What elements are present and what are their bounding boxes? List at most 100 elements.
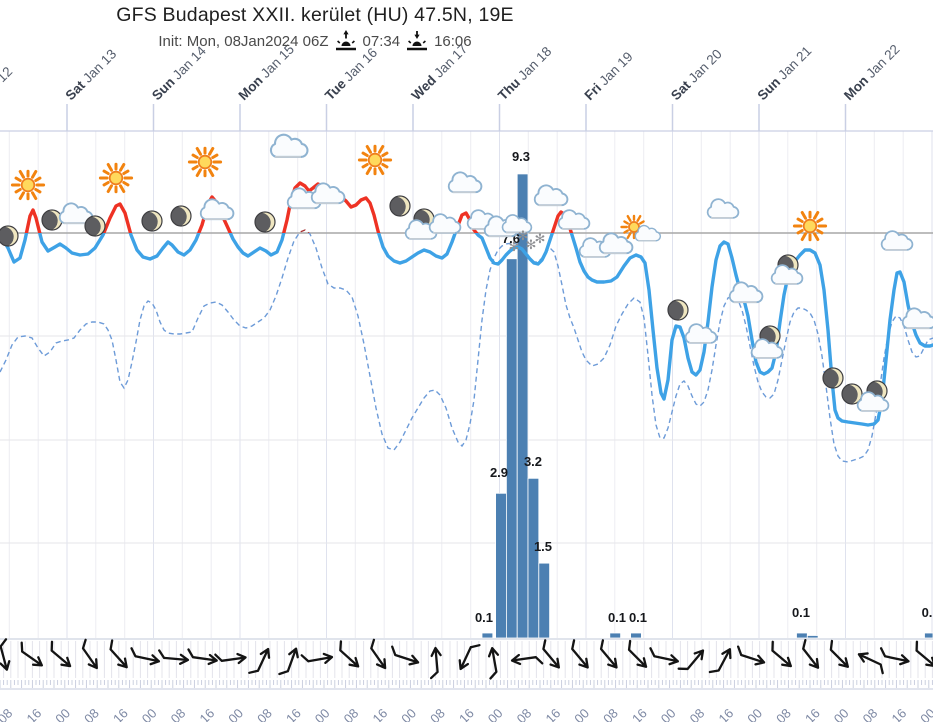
cloud-icon <box>199 198 235 221</box>
precip-value-label: 1.5 <box>534 539 552 554</box>
sun-icon <box>10 169 46 201</box>
day-label: Jan 12 <box>0 64 15 103</box>
wind-barb <box>20 641 43 667</box>
time-labels: 08 16 00 08 16 00 08 16 00 08 16 00 08 16 00 08 16 00 08 16… <box>0 706 933 722</box>
cloud-icon <box>557 209 591 230</box>
time-label: 08 <box>168 706 189 722</box>
precip-value-labels: 0.12.97.69.33.21.50.1 0.1 0.1 0. <box>475 149 932 625</box>
time-label: 16 <box>283 706 304 722</box>
cloud-icon <box>598 232 634 255</box>
wind-barb <box>391 645 420 666</box>
precip-bar <box>527 477 540 639</box>
precip-bar <box>481 632 494 639</box>
sun-icon <box>357 144 393 176</box>
sun-icon <box>98 162 134 194</box>
wind-barb <box>487 647 500 680</box>
time-label: 16 <box>888 706 909 722</box>
day-label: Sat Jan 20 <box>668 46 725 103</box>
time-label: 08 <box>427 706 448 722</box>
wind-barb <box>248 647 271 674</box>
wind-barb <box>109 639 128 669</box>
cloud-icon <box>856 391 890 412</box>
wind-barb <box>81 638 98 670</box>
moon-icon <box>141 210 163 232</box>
precip-bar <box>495 492 507 639</box>
cloud-icon <box>447 171 483 194</box>
moon-icon <box>389 195 411 217</box>
time-label: 16 <box>802 706 823 722</box>
wind-barb <box>542 639 560 669</box>
time-label: 16 <box>196 706 217 722</box>
time-label: 00 <box>485 706 506 722</box>
sunrise-icon <box>335 30 356 51</box>
moon-icon <box>822 367 844 389</box>
wind-barb <box>771 640 792 668</box>
cloud-icon <box>634 224 662 242</box>
time-label: 00 <box>744 706 765 722</box>
moon-icon <box>0 225 19 247</box>
moon-icon <box>41 209 63 231</box>
time-label: 08 <box>341 706 362 722</box>
wind-barb <box>915 640 933 668</box>
wind-barb <box>857 652 884 675</box>
wind-barb <box>708 648 732 674</box>
wind-barb <box>0 638 11 671</box>
day-label: Sat Jan 13 <box>63 46 120 103</box>
sunrise-time: 07:34 <box>362 32 401 50</box>
cloud-icon <box>901 307 933 330</box>
wind-barb <box>599 639 618 669</box>
cloud-icon <box>533 184 569 207</box>
precip-bar <box>609 632 621 639</box>
time-label: 08 <box>600 706 621 722</box>
cloud-icon <box>269 133 309 158</box>
wind-barb <box>300 652 334 664</box>
day-label: Sun Jan 21 <box>755 43 815 103</box>
cloud-icon <box>684 323 718 344</box>
chart-header: GFS Budapest XXII. kerület (HU) 47.5N, 1… <box>0 4 630 52</box>
init-label: Init: Mon, 08Jan2024 06Z <box>158 32 329 50</box>
wind-barb <box>339 640 360 668</box>
moon-icon <box>254 211 276 233</box>
precip-value-label: 3.2 <box>524 454 542 469</box>
cloud-icon <box>880 230 914 251</box>
snowflake-icon: ✻ <box>535 231 546 246</box>
wind-barb <box>278 647 299 676</box>
sunset-time: 16:06 <box>434 32 472 50</box>
precip-bar <box>516 173 529 639</box>
time-label: 00 <box>225 706 246 722</box>
day-label: Tue Jan 16 <box>322 45 380 103</box>
precip-bar <box>924 632 933 639</box>
time-label: 00 <box>831 706 852 722</box>
sunset-icon <box>407 31 428 51</box>
sun-icon <box>187 146 223 178</box>
chart-title: GFS Budapest XXII. kerület (HU) 47.5N, 1… <box>116 4 514 26</box>
wind-barb <box>627 639 648 668</box>
precip-value-label: 0.1 <box>475 610 493 625</box>
wind-barb <box>829 639 849 668</box>
cloud-icon <box>706 198 740 219</box>
time-label: 16 <box>110 706 131 722</box>
time-label: 16 <box>23 706 44 722</box>
snowflake-icon: ✻ <box>526 237 537 252</box>
time-label: 08 <box>254 706 275 722</box>
wind-barb <box>429 646 442 680</box>
precip-bar <box>505 258 518 639</box>
wind-barb <box>187 648 218 666</box>
time-label: 00 <box>139 706 160 722</box>
wind-barb <box>214 652 247 665</box>
wind-barb <box>802 638 820 669</box>
time-label: 00 <box>571 706 592 722</box>
time-label: 08 <box>773 706 794 722</box>
precip-value-label: 0. <box>922 605 933 620</box>
time-label: 16 <box>369 706 390 722</box>
wind-barb <box>458 644 481 671</box>
precip-bar <box>796 632 808 639</box>
moon-icon <box>667 299 689 321</box>
precipitation-bars <box>481 173 933 639</box>
time-label: 08 <box>81 706 102 722</box>
time-label: 00 <box>398 706 419 722</box>
time-label: 00 <box>312 706 333 722</box>
